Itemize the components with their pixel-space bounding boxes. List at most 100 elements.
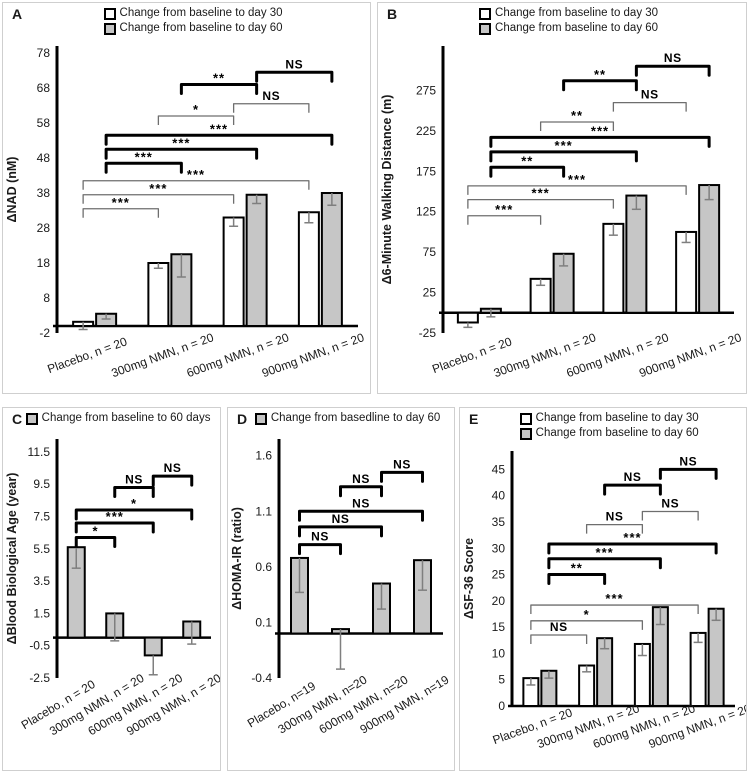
y-axis-title: ΔNAD (nM) [5, 157, 19, 223]
bracket [467, 198, 615, 209]
y-tick-label: 275 [416, 83, 436, 97]
error-bars [463, 185, 714, 329]
y-axis-title: Δ6-Minute Walking Distance (m) [380, 95, 394, 285]
bar [602, 222, 625, 314]
bracket [547, 573, 607, 586]
panel-b-header: B Change from baseline to day 30 Change f… [378, 3, 746, 41]
panel-e-legend: Change from baseline to day 30 Change fro… [519, 412, 699, 440]
bracket-label: *** [135, 149, 153, 164]
bracket [74, 521, 155, 534]
bracket [298, 509, 424, 522]
bracket-label: *** [149, 181, 167, 196]
bracket-label: NS [624, 470, 642, 484]
y-axis-title: ΔHOMA-IR (ratio) [230, 507, 244, 610]
y-axis-title: ΔBlood Biological Age (year) [5, 473, 19, 645]
bracket [658, 467, 718, 480]
bracket-label: *** [555, 138, 573, 153]
bracket [380, 470, 424, 483]
bracket [530, 604, 699, 615]
bracket-label: NS [352, 472, 370, 486]
y-tick-label: 8 [43, 291, 50, 305]
legend-swatch-icon [519, 412, 532, 425]
bar [297, 211, 320, 327]
y-tick-labels: 11.5 9.5 7.5 5.5 3.5 1.5 -0.5 -2.5 [28, 445, 51, 685]
bar [698, 184, 721, 314]
bracket [585, 523, 644, 534]
bracket [232, 103, 310, 113]
y-tick-label: 68 [37, 81, 51, 95]
bracket [467, 215, 542, 225]
bars [456, 184, 721, 324]
bracket-label: ** [571, 561, 583, 576]
bar [578, 664, 596, 707]
bracket-label: *** [106, 509, 124, 524]
y-tick-label: 58 [37, 116, 51, 130]
bracket [467, 185, 687, 195]
bracket [298, 525, 383, 538]
bracket-label: NS [550, 620, 568, 634]
legend-item: Change from baseline to 60 days [25, 412, 210, 425]
bracket-label: *** [112, 195, 130, 210]
bar [633, 642, 651, 707]
bracket-label: NS [664, 51, 682, 65]
y-tick-label: 25 [492, 568, 506, 582]
legend-label: Change from baseline to day 60 [535, 427, 699, 439]
bar [675, 230, 698, 314]
bracket [298, 543, 342, 556]
panel-a-legend: Change from baseline to day 30 Change fro… [103, 7, 283, 35]
bracket [489, 135, 711, 148]
bracket [539, 121, 615, 131]
bracket-label: *** [591, 123, 609, 138]
legend-item: Change from baseline to day 60 [519, 427, 699, 440]
y-tick-label: 28 [37, 221, 51, 235]
bracket-label: *** [605, 591, 623, 606]
panel-letter-e: E [469, 411, 479, 427]
bracket [82, 180, 310, 190]
bracket [82, 194, 235, 204]
y-tick-label: 18 [37, 256, 51, 270]
legend-label: Change from baseline to day 30 [495, 7, 659, 19]
y-tick-label: 1.1 [255, 504, 272, 518]
legend-item: Change from baseline to day 30 [519, 412, 699, 425]
panel-d-legend: Change from basedline to day 60 [254, 412, 440, 425]
bar [245, 193, 268, 327]
y-tick-label: 78 [37, 46, 51, 60]
bracket [104, 147, 259, 160]
legend-label: Change from baseline to day 60 [119, 22, 283, 34]
bracket [104, 161, 183, 174]
bracket [547, 557, 662, 570]
bracket-label: ** [594, 67, 606, 82]
bracket-label: * [131, 496, 137, 511]
legend-swatch-icon [254, 412, 267, 425]
y-tick-label: 25 [423, 286, 437, 300]
y-tick-label: 0 [498, 699, 505, 713]
panel-a-header: A Change from baseline to day 30 Change f… [3, 3, 370, 41]
bracket-label: *** [210, 121, 228, 136]
legend-swatch-icon [25, 412, 38, 425]
y-tick-labels: 1.6 1.1 0.6 0.1 -0.4 [251, 449, 272, 685]
panel-b: B Change from baseline to day 30 Change f… [377, 2, 747, 394]
y-tick-label: 38 [37, 186, 51, 200]
legend-item: Change from baseline to day 30 [479, 7, 658, 20]
bracket-label: *** [568, 172, 586, 187]
legend-swatch-icon [479, 7, 492, 20]
bracket [179, 83, 259, 95]
bracket-label: NS [393, 457, 411, 471]
error-bars [71, 547, 197, 676]
bracket [113, 485, 155, 498]
bracket [74, 536, 117, 549]
legend-label: Change from baseline to day 30 [535, 412, 699, 424]
bracket [157, 115, 235, 125]
y-tick-label: 48 [37, 151, 51, 165]
bracket-label: * [584, 607, 590, 622]
bar [147, 262, 170, 327]
y-tick-label: -0.4 [251, 671, 272, 685]
y-tick-labels: 78 68 58 48 38 28 18 8 -2 [37, 46, 51, 340]
bracket-label: ** [571, 108, 583, 123]
bracket [104, 133, 334, 146]
